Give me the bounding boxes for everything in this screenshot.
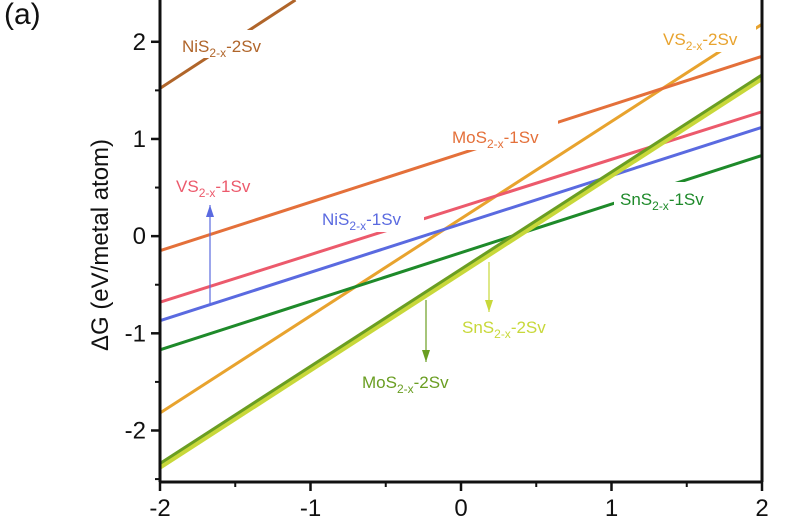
x-tick-label: -1 <box>300 495 321 522</box>
label-suffix: -1Sv <box>669 190 704 209</box>
x-tick-label: 2 <box>755 495 768 522</box>
label-base: MoS <box>452 128 487 147</box>
label-subscript: 2-x <box>199 186 216 200</box>
x-tick-label: -2 <box>149 495 170 522</box>
arrow-head <box>422 350 430 362</box>
label-base: MoS <box>362 373 397 392</box>
label-background <box>656 22 756 52</box>
series-label: NiS2-x-2Sv <box>182 37 262 60</box>
label-background <box>176 30 276 58</box>
series-label: MoS2-x-1Sv <box>452 128 539 151</box>
label-base: VS <box>663 30 686 49</box>
series-line-7 <box>159 73 763 465</box>
label-subscript: 2-x <box>494 327 511 341</box>
series-line-6 <box>158 75 764 469</box>
y-tick-label: 2 <box>133 29 146 56</box>
label-background <box>316 202 424 232</box>
panel-label: (a) <box>4 0 41 31</box>
label-suffix: -1Sv <box>504 128 539 147</box>
series-label: MoS2-x-2Sv <box>362 373 449 396</box>
label-base: NiS <box>182 37 209 56</box>
label-base: NiS <box>322 210 349 229</box>
label-subscript: 2-x <box>652 199 669 213</box>
series-label: VS2-x-1Sv <box>176 177 251 200</box>
x-tick-label: 0 <box>454 495 467 522</box>
arrow-head <box>485 300 493 312</box>
label-subscript: 2-x <box>209 46 226 60</box>
y-tick-label: -2 <box>125 417 146 444</box>
label-subscript: 2-x <box>397 382 414 396</box>
series-line-4 <box>159 125 763 323</box>
y-tick-label: -1 <box>125 320 146 347</box>
label-suffix: -1Sv <box>366 210 401 229</box>
label-background <box>172 170 282 198</box>
label-subscript: 2-x <box>487 137 504 151</box>
label-base: VS <box>176 177 199 196</box>
series-label: NiS2-x-1Sv <box>322 210 402 233</box>
arrow-head <box>206 205 214 217</box>
label-suffix: -2Sv <box>414 373 449 392</box>
y-tick-label: 1 <box>133 126 146 153</box>
label-suffix: -2Sv <box>226 37 261 56</box>
series-line-1 <box>159 23 763 415</box>
x-tick-label: 1 <box>605 495 618 522</box>
y-tick-label: 0 <box>133 223 146 250</box>
label-suffix: -2Sv <box>702 30 737 49</box>
y-axis-label: ΔG (eV/metal atom) <box>87 139 114 351</box>
label-suffix: -2Sv <box>511 318 546 337</box>
series-line-2 <box>159 54 763 253</box>
label-subscript: 2-x <box>349 219 366 233</box>
series-label: SnS2-x-2Sv <box>462 318 546 341</box>
label-background <box>614 182 724 212</box>
series-label: SnS2-x-1Sv <box>620 190 704 213</box>
series-label: VS2-x-2Sv <box>663 30 738 53</box>
label-subscript: 2-x <box>686 39 703 53</box>
label-background <box>446 120 558 150</box>
label-base: SnS <box>620 190 652 209</box>
label-suffix: -1Sv <box>215 177 250 196</box>
label-base: SnS <box>462 318 494 337</box>
